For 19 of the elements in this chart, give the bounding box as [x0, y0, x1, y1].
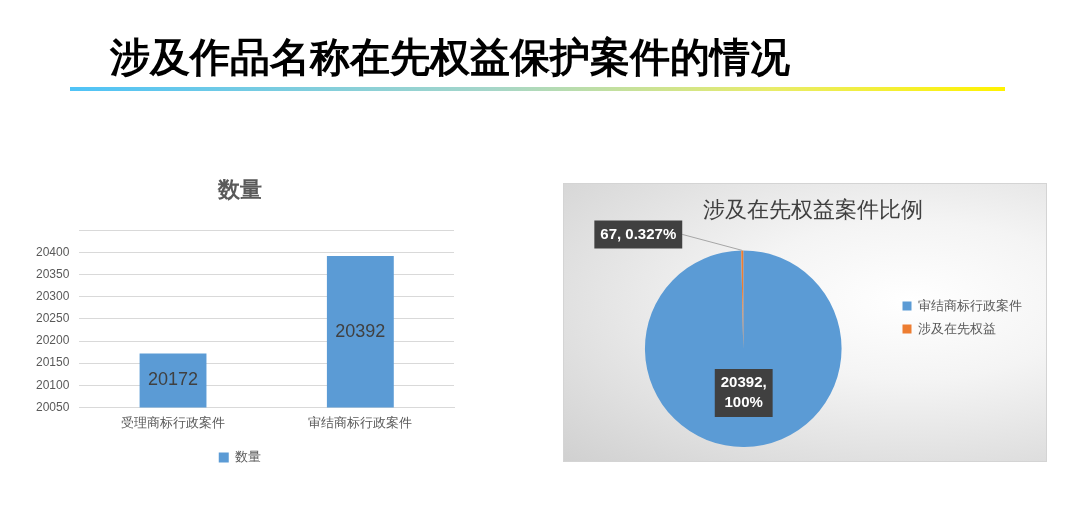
legend-label: 数量: [235, 449, 262, 465]
y-tick-label: 20200: [35, 333, 70, 348]
data-label: 67, 0.327%: [600, 224, 677, 242]
y-tick-label: 20100: [35, 377, 70, 392]
y-tick-label: 20250: [35, 311, 70, 326]
y-tick-label: 20350: [35, 266, 70, 281]
legend-label: 审结商标行政案件: [918, 297, 1022, 313]
y-tick-label: 20300: [35, 289, 70, 304]
y-tick-label: 20400: [35, 244, 70, 259]
legend-label: 涉及在先权益: [918, 320, 996, 336]
data-label: 20392: [335, 320, 386, 341]
data-label: 20172: [148, 369, 199, 390]
y-tick-label: 20150: [35, 355, 70, 370]
y-tick-label: 20050: [35, 399, 70, 414]
chart-title: 涉及在先权益案件比例: [703, 197, 923, 223]
text: 涉及作品名称在先权益保护案件的情况: [110, 34, 790, 81]
x-tick-label: 受理商标行政案件: [121, 414, 226, 430]
data-label: 20392, 100%: [720, 373, 767, 411]
chart-title: 数量: [217, 177, 262, 203]
